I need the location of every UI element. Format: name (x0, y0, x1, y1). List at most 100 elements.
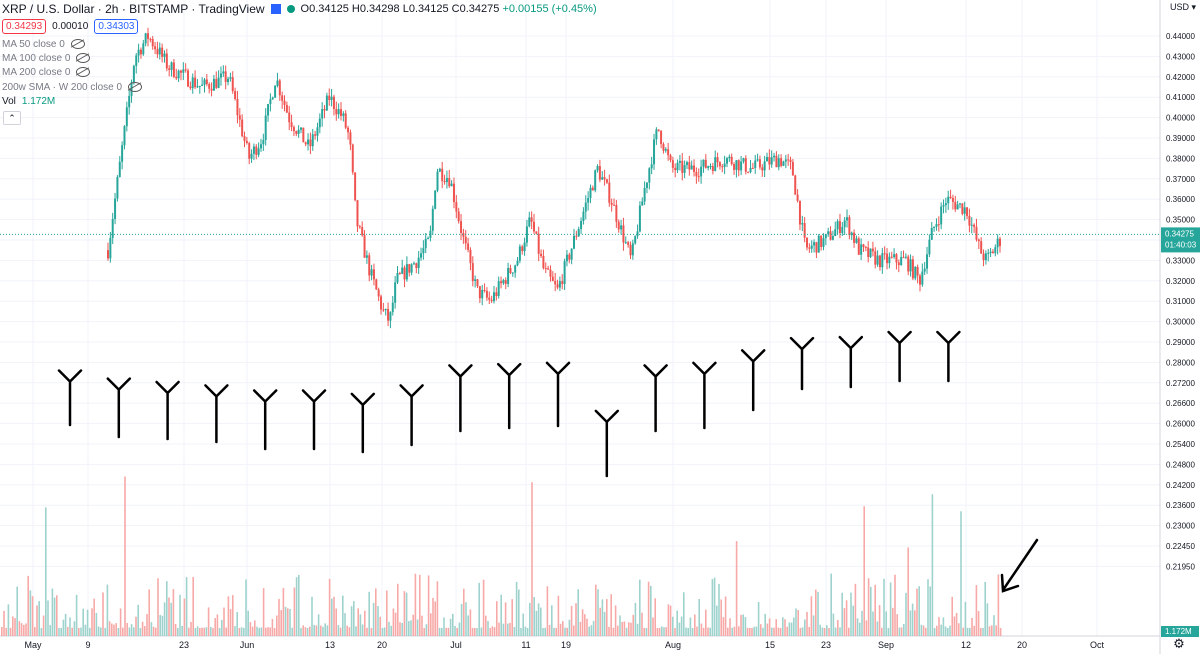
y-tick-label: 0.24200 (1166, 481, 1195, 490)
eye-hidden-icon[interactable] (128, 82, 143, 92)
candle-body (605, 179, 608, 183)
candle-body (191, 77, 194, 89)
candle-body (535, 231, 538, 234)
volume-bar (456, 627, 458, 636)
y-tick-label: 0.23600 (1166, 501, 1195, 510)
candle-body (483, 289, 486, 291)
sell-price-button[interactable]: 0.34293 (2, 18, 47, 34)
volume-bar (788, 622, 791, 636)
volume-bar (122, 627, 124, 636)
volume-bar (51, 588, 54, 636)
indicator-ma50[interactable]: MA 50 close 0 (2, 37, 85, 51)
eye-hidden-icon[interactable] (70, 39, 85, 49)
candle-body (107, 250, 109, 259)
candle-body (700, 166, 703, 177)
candle-body (464, 236, 467, 244)
volume-legend[interactable]: Vol 1.172M (2, 96, 55, 107)
candle-body (309, 139, 312, 147)
volume-bar (731, 627, 733, 636)
volume-bar (647, 581, 650, 636)
candle-body (730, 156, 733, 165)
flag-icon[interactable] (270, 4, 281, 14)
volume-bar (801, 627, 804, 636)
candle-body (248, 143, 251, 159)
candle-body (669, 155, 672, 161)
volume-bar (401, 623, 403, 636)
indicator-ma100[interactable]: MA 100 close 0 (2, 51, 91, 65)
indicator-ma200[interactable]: MA 200 close 0 (2, 65, 91, 79)
candle-body (123, 126, 126, 146)
volume-bar (601, 599, 604, 636)
candle-body (904, 256, 907, 258)
volume-bar (14, 618, 16, 636)
candle-body (709, 166, 712, 168)
candle-body (740, 161, 743, 171)
volume-badge-label: 1.172M (1165, 627, 1192, 636)
volume-bar (254, 620, 256, 636)
eye-hidden-icon[interactable] (76, 67, 91, 77)
candle-body (474, 279, 477, 282)
candle-body (860, 244, 863, 255)
volume-bar (5, 627, 7, 636)
candle-body (636, 231, 639, 237)
volume-bar (766, 623, 769, 636)
candle-body (490, 299, 493, 302)
candle-body (888, 256, 891, 264)
volume-bar (698, 599, 700, 636)
volume-bar (256, 626, 258, 636)
candle-body (714, 157, 717, 171)
down-arrow-annotation (204, 384, 229, 444)
volume-bar (713, 577, 716, 636)
volume-bar (469, 609, 472, 636)
candle-body (436, 171, 439, 191)
volume-bar (645, 627, 648, 636)
volume-bar (632, 614, 634, 636)
candle-body (488, 297, 491, 300)
indicator-200w-sma[interactable]: 200w SMA · W 200 close 0 (2, 80, 143, 94)
volume-bar (771, 627, 773, 636)
volume-bar (870, 586, 872, 636)
candle-body (405, 264, 408, 280)
volume-bar (478, 582, 480, 636)
volume-bar (289, 609, 291, 636)
candle-body (667, 149, 670, 156)
collapse-legend-button[interactable]: ⌃ (3, 111, 21, 125)
candle-body (582, 211, 585, 222)
volume-bar (293, 587, 296, 636)
volume-bar (27, 575, 29, 636)
candle-body (634, 236, 637, 244)
candle-body (773, 155, 776, 158)
symbol-title[interactable]: XRP / U.S. Dollar · 2h · BITSTAMP · Trad… (2, 2, 265, 16)
candle-body (384, 308, 387, 310)
volume-bar (614, 605, 617, 636)
volume-bar (64, 613, 67, 636)
candle-body (227, 78, 230, 83)
volume-bar (621, 621, 623, 636)
volume-bar (834, 627, 837, 636)
buy-price-button[interactable]: 0.34303 (94, 18, 139, 34)
candle-body (949, 196, 952, 199)
candle-body (702, 159, 705, 167)
eye-hidden-icon[interactable] (76, 53, 91, 63)
gear-icon[interactable]: ⚙ (1173, 636, 1185, 651)
candle-body (325, 95, 328, 111)
currency-selector[interactable]: USD ▾ (1169, 2, 1196, 12)
volume-bar (324, 623, 326, 636)
candle-body (947, 196, 950, 204)
candle-body (631, 243, 634, 256)
down-arrow-annotation (545, 361, 571, 428)
arrow-stroke (887, 330, 912, 383)
candle-body (196, 86, 199, 88)
down-arrow-annotation (838, 335, 864, 389)
candle-body (923, 268, 926, 272)
candle-body (966, 207, 969, 216)
volume-bar (502, 623, 505, 636)
candle-body (198, 85, 201, 87)
volume-bar (925, 627, 927, 636)
low-value: L0.34125 (402, 3, 449, 15)
volume-bar (130, 624, 133, 636)
volume-bar (982, 627, 984, 636)
candle-body (989, 251, 992, 253)
